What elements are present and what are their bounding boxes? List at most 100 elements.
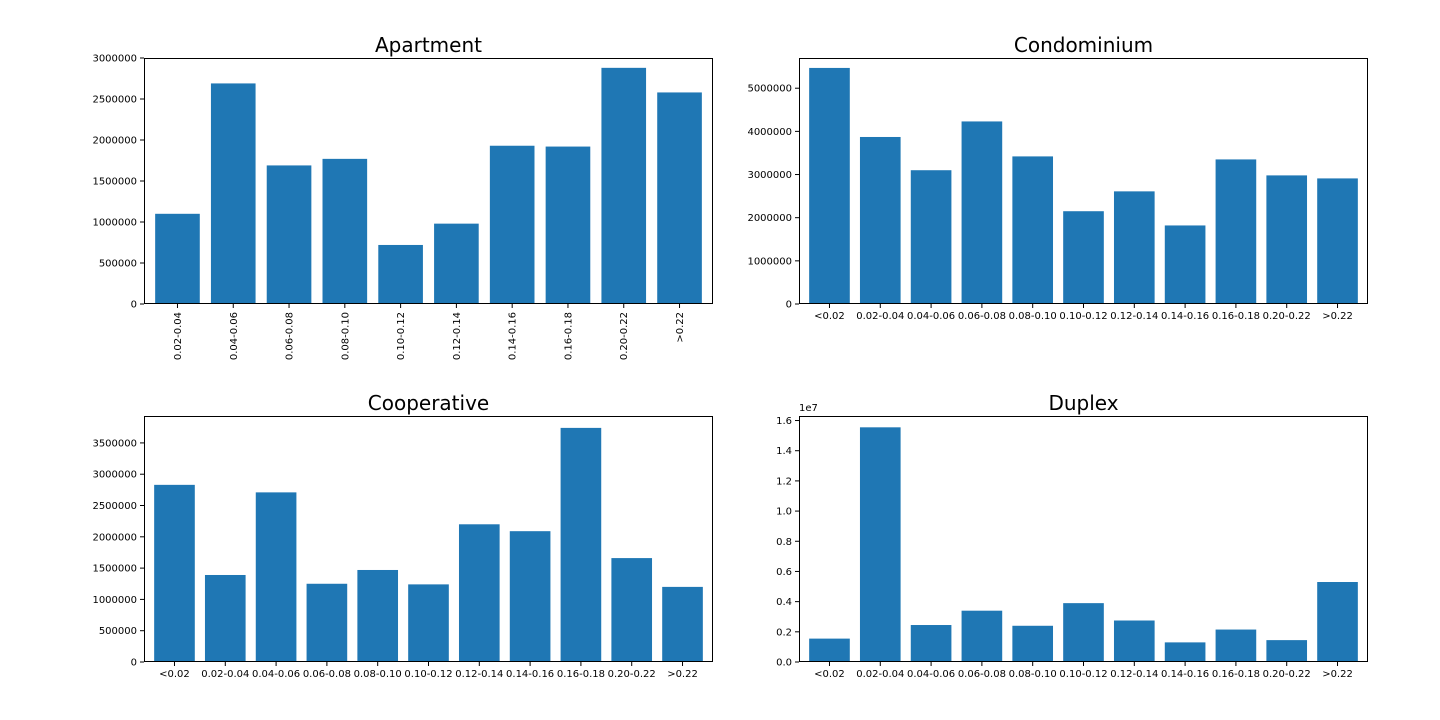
ytick-label-cooperative-6: 3000000: [92, 470, 137, 481]
ytick-label-apartment-4: 2000000: [92, 136, 137, 147]
xtick-label-cooperative-2: 0.04-0.06: [252, 669, 300, 680]
xtick-label-apartment-8: 0.20-0.22: [619, 312, 630, 360]
xtick-label-duplex-3: 0.06-0.08: [958, 669, 1006, 680]
ytick-label-cooperative-7: 3500000: [92, 438, 137, 449]
ytick-label-duplex-5: 1.0: [776, 507, 792, 518]
xtick-label-cooperative-1: 0.02-0.04: [201, 669, 249, 680]
xtick-label-condominium-5: 0.10-0.12: [1059, 311, 1107, 322]
ytick-label-cooperative-1: 500000: [99, 626, 137, 637]
bar-duplex-0: [809, 638, 850, 662]
offset-label-duplex: 1e7: [799, 403, 818, 414]
bar-condominium-6: [1113, 191, 1155, 304]
bar-cooperative-9: [611, 558, 653, 662]
ytick-label-cooperative-2: 1000000: [92, 595, 137, 606]
xtick-label-duplex-5: 0.10-0.12: [1059, 669, 1107, 680]
bar-apartment-0: [155, 213, 200, 304]
bar-apartment-5: [434, 223, 479, 304]
xtick-label-duplex-8: 0.16-0.18: [1212, 669, 1260, 680]
ytick-label-cooperative-5: 2500000: [92, 501, 137, 512]
chart-cooperative: 0 500000 1000000 1500000 2000000 2500000 30000…: [92, 391, 713, 680]
bar-duplex-5: [1063, 603, 1104, 662]
xtick-label-condominium-1: 0.02-0.04: [856, 311, 904, 322]
xtick-label-condominium-9: 0.20-0.22: [1263, 311, 1311, 322]
ytick-label-cooperative-4: 2000000: [92, 532, 137, 543]
xtick-label-cooperative-9: 0.20-0.22: [608, 669, 656, 680]
bar-condominium-3: [961, 121, 1003, 304]
ytick-label-apartment-2: 1000000: [92, 218, 137, 229]
xtick-label-duplex-4: 0.08-0.10: [1009, 669, 1057, 680]
bar-apartment-6: [489, 145, 535, 304]
xtick-label-cooperative-8: 0.16-0.18: [557, 669, 605, 680]
bar-apartment-7: [545, 146, 591, 304]
bar-condominium-2: [910, 170, 952, 304]
bar-condominium-4: [1012, 156, 1054, 304]
xtick-label-duplex-9: 0.20-0.22: [1263, 669, 1311, 680]
bar-cooperative-7: [509, 531, 551, 662]
chart-title-condominium: Condominium: [1014, 33, 1153, 57]
ytick-label-apartment-0: 0: [131, 300, 137, 311]
ytick-label-condominium-5: 5000000: [747, 84, 792, 95]
bar-cooperative-8: [560, 427, 602, 662]
ytick-label-condominium-2: 2000000: [747, 213, 792, 224]
ytick-label-duplex-7: 1.4: [776, 446, 792, 457]
ytick-label-cooperative-0: 0: [131, 658, 137, 669]
chart-title-apartment: Apartment: [375, 33, 482, 57]
xtick-label-condominium-10: >0.22: [1322, 311, 1353, 322]
bar-condominium-8: [1215, 159, 1257, 304]
bar-duplex-2: [910, 625, 952, 662]
ytick-label-duplex-6: 1.2: [776, 476, 792, 487]
chart-title-duplex: Duplex: [1048, 391, 1118, 415]
ytick-label-cooperative-3: 1500000: [92, 564, 137, 575]
xtick-label-apartment-3: 0.08-0.10: [340, 312, 351, 360]
xtick-label-cooperative-3: 0.06-0.08: [303, 669, 351, 680]
chart-condominium: 0 1000000 2000000 3000000 4000000 5000000 <0.0…: [747, 33, 1368, 322]
xtick-label-apartment-7: 0.16-0.18: [563, 312, 574, 360]
xtick-label-apartment-5: 0.12-0.14: [452, 312, 463, 360]
bar-apartment-3: [322, 158, 368, 304]
bar-cooperative-3: [306, 583, 348, 662]
bar-apartment-2: [266, 165, 312, 304]
bar-duplex-9: [1266, 640, 1308, 662]
xtick-label-duplex-0: <0.02: [814, 669, 845, 680]
ytick-label-duplex-8: 1.6: [776, 416, 792, 427]
xtick-label-cooperative-5: 0.10-0.12: [404, 669, 452, 680]
xtick-label-duplex-7: 0.14-0.16: [1161, 669, 1209, 680]
xtick-label-condominium-3: 0.06-0.08: [958, 311, 1006, 322]
xtick-label-duplex-2: 0.04-0.06: [907, 669, 955, 680]
bar-cooperative-0: [154, 484, 195, 662]
ytick-label-duplex-0: 0.0: [776, 658, 792, 669]
ytick-label-duplex-1: 0.2: [776, 627, 792, 638]
bar-condominium-1: [859, 136, 901, 304]
bar-condominium-5: [1063, 211, 1104, 304]
xtick-label-condominium-8: 0.16-0.18: [1212, 311, 1260, 322]
ytick-label-duplex-4: 0.8: [776, 537, 792, 548]
bar-duplex-3: [961, 610, 1003, 662]
chart-duplex: 0.0 0.2 0.4 0.6 0.8 1.0 1.2 1.4 1.6 <0.02 0.02-0.0…: [776, 391, 1368, 680]
bar-condominium-9: [1266, 175, 1308, 304]
bar-condominium-10: [1317, 178, 1358, 304]
xtick-label-apartment-4: 0.10-0.12: [396, 312, 407, 360]
xtick-label-cooperative-6: 0.12-0.14: [455, 669, 503, 680]
axes-frame-cooperative: [144, 416, 713, 662]
xtick-label-apartment-9: >0.22: [675, 312, 686, 343]
xtick-label-duplex-6: 0.12-0.14: [1110, 669, 1158, 680]
bar-duplex-1: [859, 427, 901, 662]
bar-apartment-1: [210, 83, 256, 304]
xtick-label-apartment-0: 0.02-0.04: [173, 312, 184, 360]
bar-apartment-8: [601, 67, 647, 304]
xtick-label-condominium-7: 0.14-0.16: [1161, 311, 1209, 322]
bar-condominium-7: [1164, 225, 1206, 304]
ytick-label-condominium-3: 3000000: [747, 170, 792, 181]
xtick-label-apartment-2: 0.06-0.08: [285, 312, 296, 360]
bar-cooperative-1: [204, 574, 246, 662]
xtick-label-cooperative-0: <0.02: [159, 669, 190, 680]
xtick-label-duplex-10: >0.22: [1322, 669, 1353, 680]
xtick-label-cooperative-7: 0.14-0.16: [506, 669, 554, 680]
ytick-label-condominium-4: 4000000: [747, 127, 792, 138]
xtick-label-condominium-4: 0.08-0.10: [1009, 311, 1057, 322]
bar-apartment-9: [657, 92, 702, 304]
bar-condominium-0: [809, 67, 850, 305]
xtick-label-condominium-2: 0.04-0.06: [907, 311, 955, 322]
xtick-label-apartment-1: 0.04-0.06: [229, 312, 240, 360]
